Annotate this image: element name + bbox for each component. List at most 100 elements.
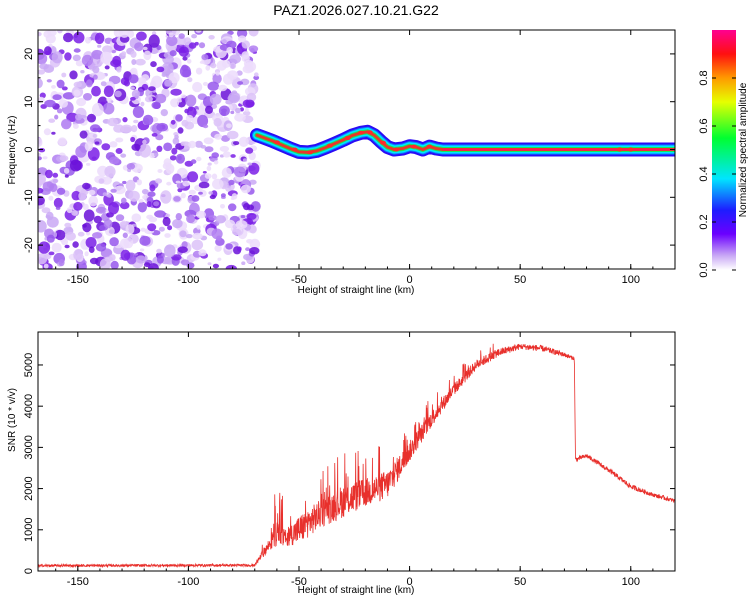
noise-blob (234, 113, 246, 122)
noise-blob (119, 201, 130, 210)
noise-blob (89, 257, 99, 265)
noise-blob (137, 201, 147, 213)
noise-blob (46, 79, 52, 83)
signal-track (250, 124, 675, 160)
noise-blob (245, 147, 254, 154)
noise-blob (142, 46, 148, 51)
noise-blob (245, 247, 251, 252)
noise-blob (185, 94, 197, 107)
noise-blob (38, 241, 51, 254)
noise-blob (185, 114, 194, 122)
noise-blob (125, 224, 135, 235)
noise-blob (63, 167, 70, 174)
noise-blob (246, 212, 257, 220)
noise-blob (63, 32, 74, 43)
noise-blob (51, 51, 63, 64)
noise-blob (142, 139, 147, 145)
noise-blob (38, 69, 46, 75)
noise-blob (228, 91, 241, 104)
noise-blob (147, 191, 156, 197)
noise-blob (72, 54, 81, 62)
noise-blob (84, 251, 89, 257)
noise-blob (44, 99, 56, 108)
x-tick-label: -150 (67, 274, 89, 286)
noise-blob (241, 40, 250, 49)
noise-blob (135, 255, 147, 264)
noise-blob (194, 140, 203, 148)
noise-blob (182, 56, 188, 61)
noise-blob (64, 222, 72, 228)
noise-blob (64, 52, 72, 61)
noise-blob (73, 123, 79, 129)
noise-blob (130, 86, 135, 90)
signal-track-band (255, 130, 675, 154)
noise-blob (220, 204, 225, 209)
noise-blob (56, 108, 63, 114)
noise-blob (134, 253, 139, 256)
noise-blob (91, 49, 104, 60)
noise-blob (150, 80, 157, 88)
noise-blob (61, 86, 68, 91)
noise-blob (101, 143, 111, 151)
noise-blob (125, 179, 136, 192)
noise-blob (238, 136, 249, 147)
noise-blob (54, 229, 66, 241)
noise-blob (197, 114, 209, 128)
signal-hotspot (326, 143, 333, 148)
noise-blob (169, 155, 177, 161)
noise-blob (128, 74, 139, 84)
noise-blob (142, 114, 154, 126)
noise-blob (66, 112, 79, 123)
noise-blob (55, 206, 61, 210)
noise-blob (73, 48, 81, 53)
noise-blob (166, 35, 178, 47)
y-tick-label: -10 (23, 189, 35, 205)
x-tick-label: 50 (514, 274, 526, 286)
noise-blob (76, 98, 87, 107)
noise-blob (238, 35, 247, 43)
noise-blob (42, 156, 48, 160)
noise-blob (156, 255, 164, 264)
noise-blob (119, 238, 130, 249)
noise-blob (75, 60, 83, 67)
noise-blob (192, 81, 203, 93)
noise-blob (234, 166, 246, 178)
noise-blob (136, 179, 142, 186)
noise-blob (221, 60, 231, 68)
noise-blob (248, 162, 260, 175)
signal-hotspot (344, 136, 351, 141)
x-tick-label: 50 (514, 576, 526, 588)
noise-blob (205, 105, 213, 115)
noise-blob (154, 152, 159, 157)
noise-blob (208, 35, 215, 40)
colorbar-label: Normalized spectral amplitude (738, 82, 749, 217)
noise-blob (48, 195, 54, 201)
colorbar-ticks: 0.0 0.2 0.4 0.6 0.8 (698, 70, 736, 278)
noise-blob (54, 114, 59, 120)
noise-blob (73, 249, 83, 261)
noise-blob (226, 123, 232, 128)
noise-blob (190, 159, 197, 164)
y-tick-label: 0 (23, 146, 35, 152)
noise-blob (45, 169, 53, 179)
noise-blob (71, 210, 78, 216)
noise-blob (84, 141, 94, 152)
signal-hotspot (616, 147, 623, 152)
noise-blob (151, 133, 158, 137)
noise-blob (120, 249, 131, 261)
noise-blob (219, 145, 230, 152)
noise-blob (141, 188, 149, 195)
noise-blob (213, 117, 222, 127)
noise-blob (168, 72, 180, 84)
noise-blob (209, 194, 216, 200)
noise-blob (52, 178, 58, 183)
noise-blob (164, 244, 176, 258)
noise-blob (171, 254, 182, 261)
noise-blob (162, 216, 171, 227)
noise-blob (93, 215, 102, 224)
noise-blob (214, 244, 222, 252)
noise-blob (135, 58, 146, 66)
noise-blob (130, 136, 136, 143)
noise-blob (187, 171, 199, 183)
